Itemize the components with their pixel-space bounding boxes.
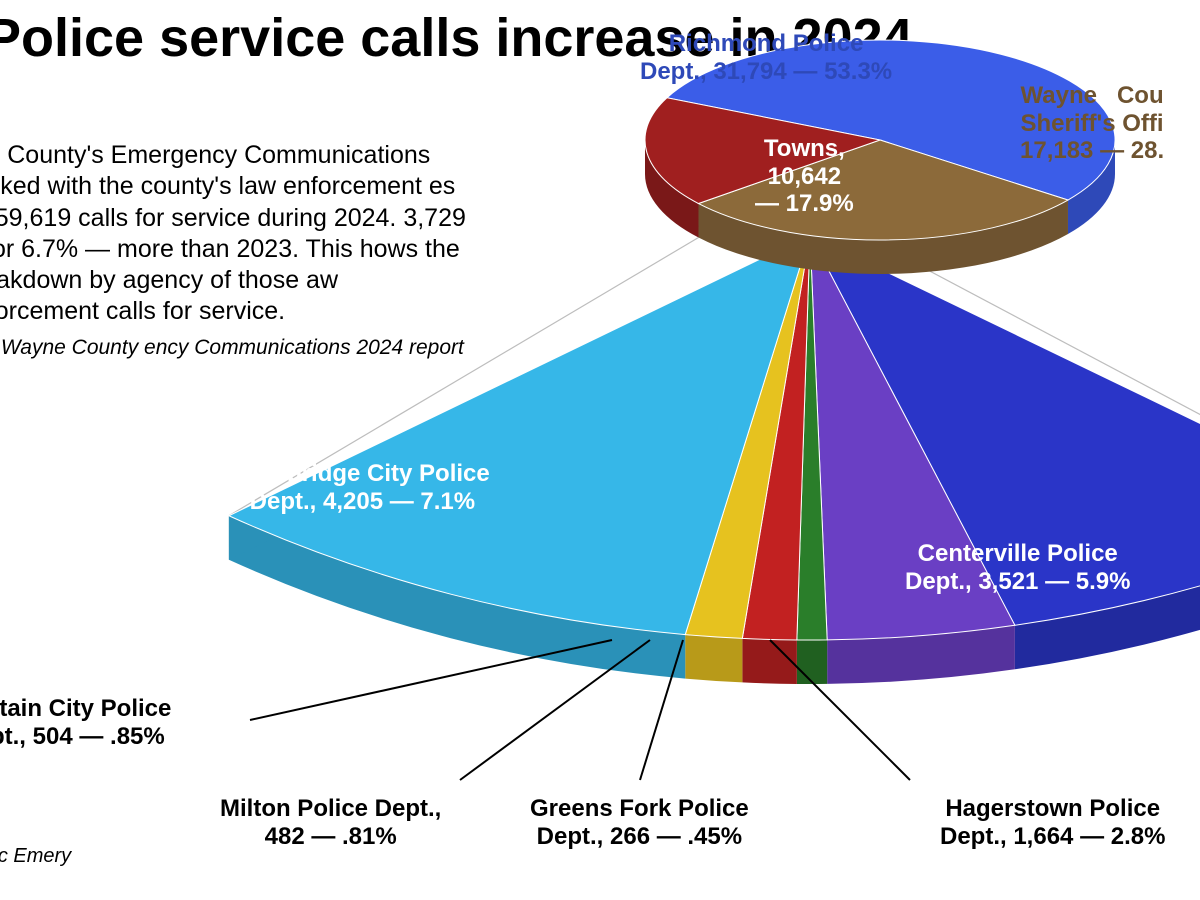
breakout-side-hagerstown	[827, 625, 1015, 684]
breakout-side-cambridge	[229, 516, 685, 679]
breakout-side-greensfork	[797, 640, 827, 684]
label-centerville: Centerville Police Dept., 3,521 — 5.9%	[905, 540, 1130, 595]
source-text: rce: Wayne County ency Communications 20…	[0, 335, 464, 360]
label-towns: Towns, 10,642 — 17.9%	[755, 135, 854, 218]
breakout-slice-greensfork	[797, 235, 827, 640]
label-cambridge: Cambridge City Police Dept., 4,205 — 7.1…	[235, 460, 490, 515]
leader-greensfork	[640, 640, 683, 780]
breakout-side-fountain	[685, 635, 742, 683]
description-text: yne County's Emergency Communications wo…	[0, 140, 480, 328]
main-pie-slice-wayne_sheriff	[699, 140, 1068, 240]
breakout-slice-fountain	[685, 235, 810, 638]
breakout-slice-milton	[742, 235, 810, 640]
credit-text: aphic Emery	[0, 845, 71, 868]
leader-fountain	[250, 640, 612, 720]
leader-hagerstown	[770, 640, 910, 780]
main-pie-side-towns	[645, 140, 699, 238]
main-pie-side-wayne_sheriff	[699, 200, 1068, 274]
label-wayne_sheriff: Wayne Cou Sheriff's Offi 17,183 — 28.	[1020, 82, 1164, 165]
label-richmond: Richmond Police Dept., 31,794 — 53.3%	[640, 30, 892, 85]
leader-milton	[460, 640, 650, 780]
label-fountain: untain City Police ept., 504 — .85%	[0, 695, 171, 750]
label-hagerstown: Hagerstown Police Dept., 1,664 — 2.8%	[940, 795, 1165, 850]
label-greensfork: Greens Fork Police Dept., 266 — .45%	[530, 795, 749, 850]
label-milton: Milton Police Dept., 482 — .81%	[220, 795, 441, 850]
breakout-side-milton	[742, 638, 797, 684]
